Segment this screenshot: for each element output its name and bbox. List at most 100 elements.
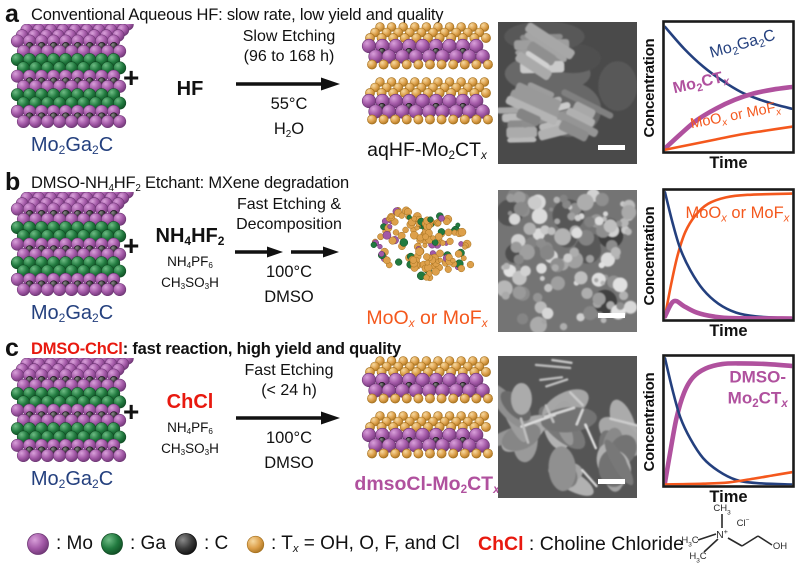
atom-label-nitrogen: N+ xyxy=(716,528,728,541)
chart-y-axis-label: Concentration xyxy=(641,38,658,138)
chart-x-axis-label: Time xyxy=(709,488,748,506)
plus-sign: + xyxy=(123,396,140,427)
sem-micrograph xyxy=(498,22,637,164)
condition-line-bottom: 100°C xyxy=(265,263,313,281)
condition-line-top: Fast Etching & xyxy=(236,196,342,213)
reagent-additive: NH4PF6 xyxy=(167,253,213,270)
concentration-time-chart: MoOx or MoFx xyxy=(662,188,795,322)
reaction-conditions: Slow Etching (96 to 168 h) 55°C H2O xyxy=(234,28,344,150)
chart-frame xyxy=(662,188,795,322)
series-MoOx or MoFx xyxy=(664,125,793,152)
product-graphic xyxy=(370,206,475,282)
reagent-block: NH4HF2 NH4PF6 CH3SO3H xyxy=(146,204,234,310)
panel-title-part: Conventional Aqueous HF: slow rate, low … xyxy=(31,6,444,24)
chart-frame xyxy=(662,354,795,488)
series-MoOx or MoFx xyxy=(664,192,793,318)
panel-title-part: DMSO-NH4HF2 Etchant: MXene degradation xyxy=(31,174,349,194)
sem-scale-bar xyxy=(598,313,625,318)
sphere-rows xyxy=(10,358,134,463)
chart-frame xyxy=(662,20,795,154)
panel-letter: c xyxy=(5,334,19,362)
t-sphere-icon xyxy=(246,535,265,553)
panel: a Conventional Aqueous HF: slow rate, lo… xyxy=(0,0,800,172)
reaction-arrow-icon xyxy=(236,411,340,425)
atom-label-methyl: H3C xyxy=(689,551,706,565)
reagent-main: NH4HF2 xyxy=(155,224,225,248)
chart-y-axis-label: Concentration xyxy=(641,372,658,472)
panel: c DMSO-ChCl: fast reaction, high yield a… xyxy=(0,334,800,506)
chart-series xyxy=(664,356,793,486)
sem-micrograph xyxy=(498,356,637,498)
chart-series-label: Mo2CTx xyxy=(671,68,731,100)
reactant-crystal-graphic xyxy=(10,24,134,129)
reactant-crystal-graphic xyxy=(10,358,134,463)
product-label: dmsoCl-Mo2CTx xyxy=(354,473,500,497)
chart-series xyxy=(664,25,793,152)
reactant-label: Mo2Ga2C xyxy=(30,302,114,326)
sem-micrograph xyxy=(498,190,637,332)
series-Mo2Ga2C xyxy=(664,25,793,111)
sphere-rows xyxy=(10,192,134,297)
product-graphic xyxy=(361,22,493,125)
condition-line-bottom: 55°C xyxy=(270,95,308,113)
panel-title-part: : fast reaction, high yield and quality xyxy=(122,340,401,358)
chart-x-axis-label: Time xyxy=(709,322,748,340)
chart-series-label: DMSO- xyxy=(729,368,786,387)
reactant-label: Mo2Ga2C xyxy=(30,468,114,492)
ga-sphere-icon xyxy=(101,533,123,555)
legend-chcl: ChCl : Choline Chloride xyxy=(478,533,684,556)
atom-label-methyl: CH3 xyxy=(713,503,731,517)
series-Mo2Ga2C xyxy=(664,356,793,486)
mxene-slabs xyxy=(361,22,493,125)
plus-sign: + xyxy=(123,62,140,93)
sem-texture xyxy=(498,358,637,496)
panel-title: DMSO-NH4HF2 Etchant: MXene degradation xyxy=(31,174,349,193)
reaction-arrow-icon xyxy=(235,246,339,258)
condition-line-bottom: 100°C xyxy=(265,429,313,447)
condition-line-top: Slow Etching xyxy=(242,28,336,45)
reaction-conditions: Fast Etching (< 24 h) 100°C DMSO xyxy=(234,362,344,484)
legend-item-ga: : Ga xyxy=(100,531,166,557)
panel-title: Conventional Aqueous HF: slow rate, low … xyxy=(31,6,444,25)
legend-item-label: : Ga xyxy=(130,533,166,554)
atom-label-methyl: H3C xyxy=(681,535,698,549)
plus-sign: + xyxy=(123,230,140,261)
reagent-additive: NH4PF6 xyxy=(167,419,213,436)
chcl-description: : Choline Chloride xyxy=(523,533,684,555)
product-label: aqHF-Mo2CTx xyxy=(367,139,487,163)
panel-title: DMSO-ChCl: fast reaction, high yield and… xyxy=(31,340,401,359)
sem-scale-bar xyxy=(598,145,625,150)
sem-texture xyxy=(498,190,637,332)
series-Mo2CTx xyxy=(664,298,793,320)
reactant-label: Mo2Ga2C xyxy=(30,134,114,158)
reagent-additive: CH3SO3H xyxy=(161,274,219,291)
chart-series-label: Mo2Ga2C xyxy=(708,27,778,64)
panel: b DMSO-NH4HF2 Etchant: MXene degradation… xyxy=(0,170,800,340)
chart-series-label: MoOx or MoFx xyxy=(685,204,789,225)
reaction-arrow-icon xyxy=(236,77,340,91)
series-Mo2CTx xyxy=(664,84,793,151)
legend-item-label: : Mo xyxy=(56,533,93,554)
condition-line-top2: Decomposition xyxy=(236,216,342,233)
reactant-crystal-graphic xyxy=(10,192,134,297)
condition-line-bottom2: DMSO xyxy=(264,288,314,306)
reagent-main: ChCl xyxy=(166,390,214,413)
legend-item-label: : Tx = OH, O, F, and Cl xyxy=(271,533,460,556)
condition-line-top: Fast Etching xyxy=(244,362,334,379)
series-Mo2Ga2C xyxy=(664,190,793,320)
legend-item-label: : C xyxy=(204,533,229,554)
choline-chloride-structure-icon: CH3 H3C H3C N+ Cl− OH xyxy=(681,503,787,565)
reagent-block: HF xyxy=(146,36,234,142)
series-DMSO-Mo2CTx xyxy=(664,361,793,485)
product-label: MoOx or MoFx xyxy=(366,307,488,331)
c-sphere-icon xyxy=(175,533,197,555)
reaction-conditions: Fast Etching & Decomposition 100°C DMSO xyxy=(234,196,344,318)
chart-x-axis-label: Time xyxy=(709,154,748,172)
panel-letter: a xyxy=(5,0,19,28)
condition-line-top2: (96 to 168 h) xyxy=(243,48,335,65)
legend-item-t: : Tx = OH, O, F, and Cl xyxy=(246,531,460,557)
degraded-particle-cluster xyxy=(370,206,475,282)
sphere-rows xyxy=(10,24,134,129)
